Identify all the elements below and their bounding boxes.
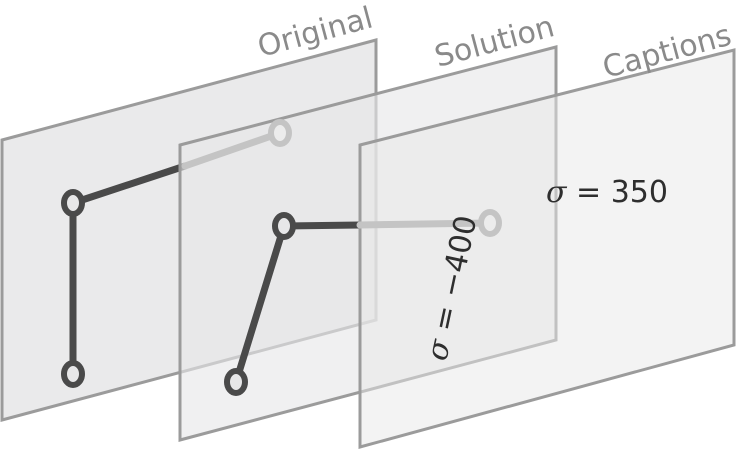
layer-captions: Captions σ = 350 σ = −400 xyxy=(356,18,736,449)
original-link-faded xyxy=(181,129,284,170)
original-joint-faded xyxy=(268,119,292,147)
original-joint-top xyxy=(61,189,85,217)
solution-link-faded xyxy=(356,219,494,229)
solution-link-horizontal xyxy=(280,221,364,230)
caption-sigma-350-value: = 350 xyxy=(566,175,667,210)
solution-joint-faded xyxy=(478,209,502,237)
caption-sigma-350-symbol: σ xyxy=(546,175,568,210)
solution-link-diagonal xyxy=(232,222,288,386)
solution-joint-top xyxy=(272,212,296,240)
original-joint-bottom xyxy=(61,360,85,388)
caption-sigma-350: σ = 350 xyxy=(546,175,668,210)
original-link-diagonal xyxy=(69,162,189,207)
solution-joint-bottom xyxy=(224,368,248,396)
captions-panel xyxy=(358,48,736,449)
